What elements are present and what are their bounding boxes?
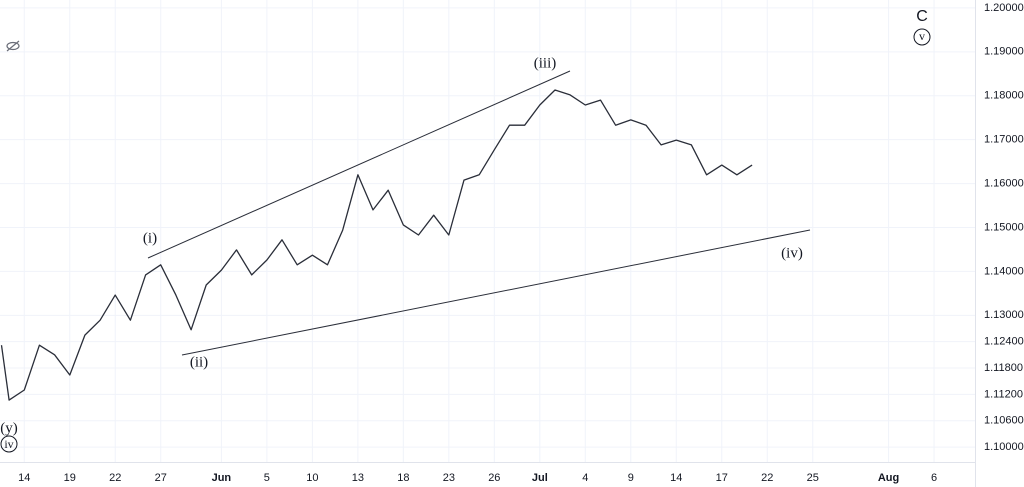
- x-tick-label: 25: [807, 472, 819, 484]
- y-tick-label: 1.20000: [984, 2, 1024, 14]
- wave-label: iv: [4, 437, 13, 451]
- x-tick-label: Aug: [878, 472, 899, 484]
- x-tick-label: 5: [264, 472, 270, 484]
- y-tick-label: 1.17000: [984, 134, 1024, 146]
- x-tick-label: Jul: [532, 472, 548, 484]
- x-tick-label: 17: [716, 472, 728, 484]
- wave-circle: [913, 28, 931, 46]
- x-tick-label: 22: [761, 472, 773, 484]
- y-tick-label: 1.10600: [984, 415, 1024, 427]
- x-tick-label: Jun: [212, 472, 232, 484]
- y-tick-label: 1.11800: [984, 362, 1023, 374]
- y-tick-label: 1.13000: [984, 309, 1024, 321]
- y-tick-label: 1.14000: [984, 265, 1024, 277]
- x-tick-label: 19: [64, 472, 76, 484]
- y-tick-label: 1.12400: [984, 336, 1024, 348]
- x-tick-label: 4: [582, 472, 588, 484]
- wave-label: (ii): [190, 354, 208, 370]
- x-tick-label: 14: [670, 472, 682, 484]
- x-tick-label: 13: [352, 472, 364, 484]
- lower-trendline: [181, 229, 811, 356]
- x-tick-label: 6: [931, 472, 937, 484]
- grid: [0, 0, 975, 462]
- y-tick-label: 1.11200: [984, 388, 1023, 400]
- wave-label: (iv): [781, 245, 803, 261]
- wave-circle: [0, 435, 18, 453]
- y-tick-label: 1.16000: [984, 177, 1024, 189]
- x-tick-label: 10: [306, 472, 318, 484]
- wave-label: (i): [143, 230, 157, 246]
- x-tick-label: 14: [18, 472, 30, 484]
- x-tick-label: 9: [628, 472, 634, 484]
- upper-trendline: [147, 70, 571, 259]
- y-tick-label: 1.18000: [984, 90, 1024, 102]
- x-tick-label: 18: [397, 472, 409, 484]
- wave-label: C: [916, 8, 928, 25]
- y-tick-label: 1.19000: [984, 46, 1024, 58]
- hide-icon[interactable]: [6, 40, 20, 52]
- price-line: [0, 89, 753, 401]
- wave-label: (y): [0, 420, 18, 436]
- wave-label: (iii): [534, 55, 557, 71]
- y-tick-label: 1.15000: [984, 221, 1024, 233]
- x-tick-label: 27: [155, 472, 167, 484]
- x-tick-label: 22: [109, 472, 121, 484]
- wave-label: v: [919, 29, 925, 43]
- x-tick-label: 23: [443, 472, 455, 484]
- x-tick-label: 26: [488, 472, 500, 484]
- y-tick-label: 1.10000: [984, 441, 1024, 453]
